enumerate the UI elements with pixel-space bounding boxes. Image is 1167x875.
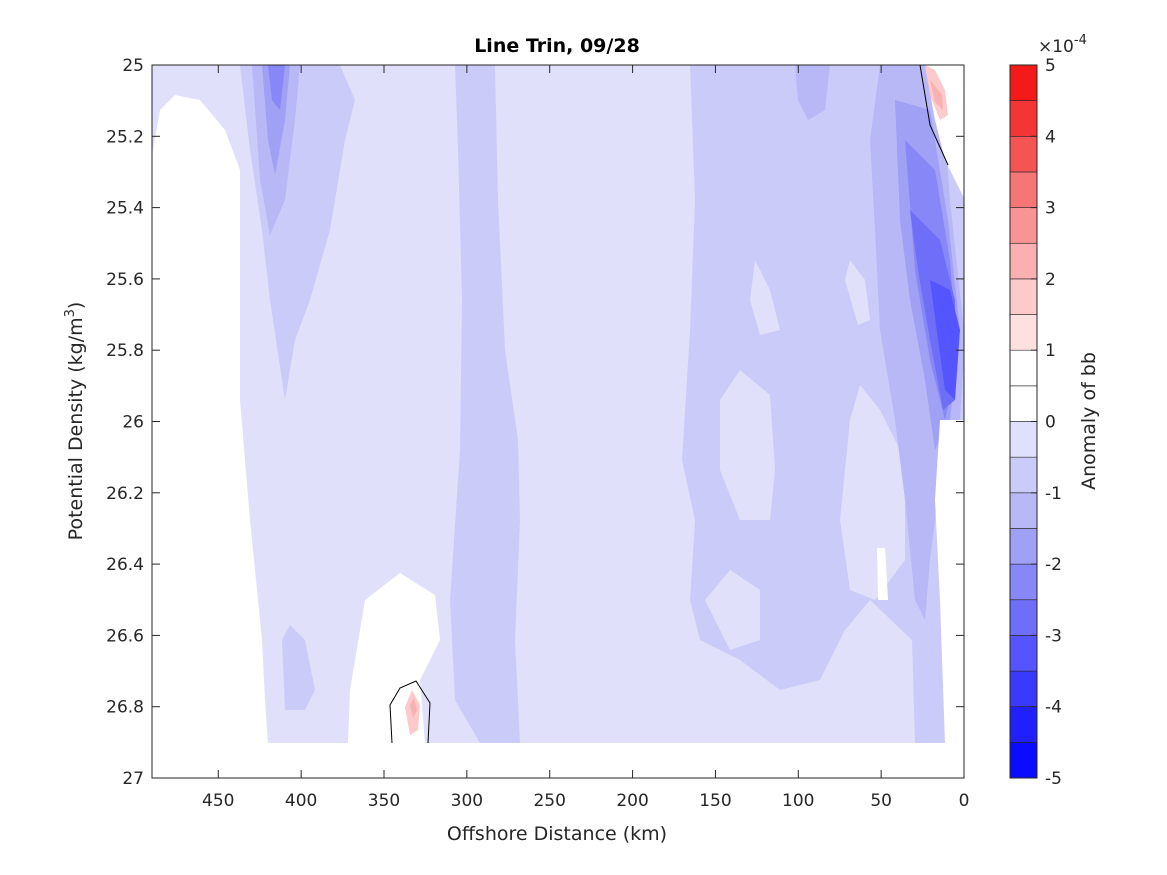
x-tick-label: 400 (285, 791, 317, 811)
x-tick-label: 150 (699, 791, 731, 811)
y-axis-label-close: ) (65, 302, 87, 309)
contour-field (152, 65, 964, 778)
colorbar-swatch (1009, 278, 1038, 315)
contour-band-420km-3 (262, 65, 290, 175)
y-tick-label: 25 (122, 56, 144, 76)
y-tick-label: 26.8 (106, 698, 144, 718)
colorbar-swatch (1009, 171, 1038, 208)
colorbar-swatch (1009, 242, 1038, 280)
x-axis-label: Offshore Distance (km) (447, 823, 667, 845)
colorbar-exponent-prefix: ×10 (1038, 37, 1074, 57)
colorbar-swatch (1009, 635, 1038, 672)
x-tick-label: 300 (451, 791, 483, 811)
y-tick-label: 26 (122, 413, 144, 433)
colorbar-tick-label: -3 (1045, 626, 1062, 646)
contour-patch-60km (845, 260, 870, 325)
colorbar-tick-label: 3 (1045, 199, 1056, 219)
colorbar-swatch (1009, 207, 1038, 244)
y-axis-label: Potential Density (kg/m3) (63, 302, 87, 541)
contour-band-290km (450, 65, 520, 743)
contour-white-patch-45km (877, 548, 888, 600)
colorbar-tick-label: 5 (1045, 56, 1056, 76)
colorbar: 5 4 3 2 1 0 -1 -2 -3 -4 -5 (1009, 56, 1062, 789)
contour-band-right-6 (930, 280, 960, 400)
y-tick-label: 25.8 (106, 341, 144, 361)
y-axis-ticks: 25 25.2 25.4 25.6 25.8 26 26.2 26.4 26.6 26.8 27 (106, 56, 964, 789)
no-data-strip (152, 743, 964, 778)
x-tick-label: 50 (870, 791, 892, 811)
colorbar-label: Anomaly of bb (1078, 352, 1100, 490)
chart-title: Line Trin, 09/28 (474, 35, 640, 57)
colorbar-tick-label: 1 (1045, 341, 1056, 361)
contour-patch-120km (750, 260, 780, 335)
zero-contour-333km (389, 680, 431, 744)
colorbar-swatch (1009, 563, 1038, 601)
colorbar-swatch (1009, 528, 1038, 565)
contour-patch-55km (840, 385, 905, 600)
y-tick-label: 26.2 (106, 484, 144, 504)
colorbar-swatch (1009, 670, 1038, 707)
x-tick-label: 100 (782, 791, 814, 811)
x-tick-label: 350 (368, 791, 400, 811)
x-tick-label: 250 (533, 791, 565, 811)
colorbar-swatch (1009, 349, 1038, 387)
x-tick-label: 0 (959, 791, 970, 811)
y-tick-label: 25.6 (106, 270, 144, 290)
positive-patch-coast-core (930, 80, 943, 110)
contour-zero-region-coast-deep (935, 420, 964, 743)
colorbar-swatch (1009, 742, 1038, 779)
colorbar-exponent: ×10-4 (1038, 33, 1087, 57)
colorbar-swatch (1009, 492, 1038, 529)
y-axis-label-superscript: 3 (63, 309, 78, 317)
colorbar-swatch (1009, 64, 1038, 101)
contour-patch-140km (705, 570, 760, 650)
x-axis-ticks: 450 400 350 300 250 200 150 100 50 0 (202, 65, 969, 811)
colorbar-swatch (1009, 314, 1038, 351)
colorbar-exponent-power: -4 (1074, 33, 1087, 48)
colorbar-tick-label: 2 (1045, 270, 1056, 290)
colorbar-swatch (1009, 136, 1038, 173)
contour-band-90km (795, 65, 830, 120)
colorbar-swatch (1009, 706, 1038, 743)
contour-zero-region-left (152, 65, 268, 743)
contour-patch-115km (720, 370, 775, 520)
positive-patch-333km-core (410, 698, 417, 718)
y-tick-label: 26.6 (106, 626, 144, 646)
colorbar-tick-label: -2 (1045, 555, 1062, 575)
y-tick-label: 27 (122, 769, 144, 789)
colorbar-swatch (1009, 385, 1038, 422)
y-tick-label: 26.4 (106, 555, 144, 575)
colorbar-tick-label: -4 (1045, 698, 1062, 718)
colorbar-swatch (1009, 421, 1038, 458)
colorbar-tick-label: -5 (1045, 769, 1062, 789)
colorbar-tick-label: 0 (1045, 413, 1056, 433)
y-axis-label-main: Potential Density (kg/m (65, 317, 87, 540)
colorbar-swatch (1009, 100, 1038, 137)
zero-contour-coast (919, 65, 949, 166)
x-tick-label: 200 (616, 791, 648, 811)
y-tick-label: 25.2 (106, 127, 144, 147)
x-tick-label: 450 (202, 791, 234, 811)
colorbar-swatch (1009, 456, 1038, 494)
contour-band-420km-4 (268, 65, 285, 110)
contour-lobe-390km (282, 625, 315, 710)
colorbar-tick-label: -1 (1045, 484, 1062, 504)
colorbar-tick-label: 4 (1045, 127, 1056, 147)
colorbar-swatch (1009, 599, 1038, 636)
y-tick-label: 25.4 (106, 199, 144, 219)
